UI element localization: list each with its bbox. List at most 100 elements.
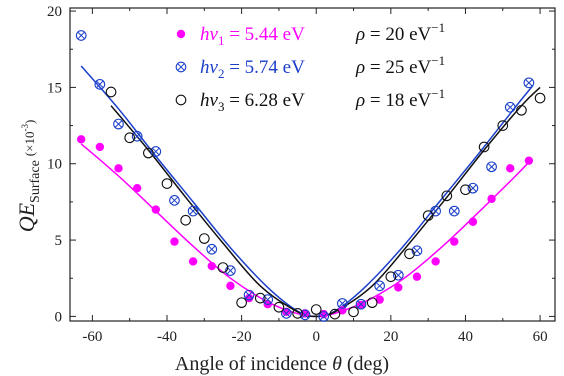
- data-point-series-2: [336, 298, 348, 309]
- data-point-series-2-ring: [486, 161, 497, 173]
- data-point-series-2-ring: [262, 294, 274, 305]
- data-point-series-2-cross-b: [208, 245, 216, 253]
- data-point-series-2-ring: [411, 245, 423, 257]
- legend: hν1 = 5.44 eV ρ = 20 eV−1 hν2 = 5.74 eV ρ =…: [175, 20, 445, 114]
- data-point-series-1: [450, 237, 459, 246]
- data-point-series-1: [151, 205, 161, 214]
- data-point-series-3: [404, 248, 415, 260]
- data-point-series-2-ring: [225, 265, 236, 276]
- data-point-series-2: [411, 245, 423, 257]
- data-point-series-2: [262, 294, 274, 305]
- data-point-series-3: [292, 308, 303, 319]
- data-point-series-2-cross-b: [114, 120, 123, 128]
- data-point-series-2-cross-b: [170, 196, 179, 204]
- data-point-series-3: [422, 210, 434, 221]
- data-point-series-2-ring: [94, 78, 106, 90]
- data-point-series-3: [348, 306, 359, 318]
- legend-rho-series-1: ρ = 20 eV−1: [355, 20, 445, 45]
- data-point-series-2: [523, 77, 535, 89]
- data-point-series-2-ring: [113, 118, 124, 130]
- data-point-series-2: [504, 101, 516, 113]
- data-point-series-3: [478, 141, 490, 153]
- data-point-series-1: [282, 307, 291, 317]
- y-axis-title: QESurface(×10-3): [14, 120, 43, 233]
- data-point-series-2-ring: [374, 280, 386, 292]
- y-tick-label: 15: [47, 80, 62, 96]
- data-point-series-1: [524, 156, 534, 165]
- data-point-series-2-ring: [150, 146, 162, 157]
- data-point-series-2-ring: [392, 269, 404, 281]
- data-point-series-2-cross-b: [133, 132, 141, 140]
- plot-frame: [69, 7, 556, 322]
- data-markers: [75, 30, 546, 322]
- data-point-series-2-cross-b: [506, 103, 514, 111]
- data-point-series-1: [114, 164, 123, 173]
- data-point-series-3: [236, 297, 247, 309]
- y-tick-label: 0: [55, 309, 63, 325]
- data-point-series-3: [105, 86, 117, 98]
- data-point-series-2-ring: [169, 195, 180, 206]
- data-point-series-2-ring: [243, 289, 255, 301]
- data-point-series-1: [132, 183, 142, 193]
- data-point-series-3: [180, 214, 192, 226]
- x-tick-label: -20: [232, 329, 252, 345]
- data-point-series-2-cross-b: [152, 147, 160, 156]
- data-point-series-2: [75, 30, 87, 41]
- data-point-series-3: [329, 308, 341, 320]
- data-point-series-2: [448, 205, 460, 217]
- fit-line-series-2: [80, 65, 534, 318]
- data-point-series-1: [226, 281, 235, 291]
- data-point-series-2-ring: [523, 77, 535, 89]
- x-tick-label: -60: [82, 329, 102, 345]
- data-point-series-2-ring: [281, 308, 292, 319]
- data-point-series-2: [131, 130, 143, 142]
- data-point-series-3: [516, 104, 527, 116]
- data-point-series-1: [431, 257, 440, 266]
- data-point-series-2-cross-b: [338, 299, 346, 307]
- data-point-series-2-cross-b: [394, 271, 402, 279]
- data-point-series-2-cross-b: [357, 300, 365, 308]
- data-point-series-2: [187, 205, 199, 217]
- data-point-series-2-cross-b: [264, 296, 272, 304]
- data-point-series-3: [142, 147, 154, 159]
- x-tick-label: 60: [533, 329, 548, 345]
- data-point-series-2-ring: [206, 243, 218, 255]
- data-point-series-2-ring: [467, 182, 479, 194]
- fit-lines: [80, 65, 541, 318]
- data-point-series-3: [385, 271, 397, 283]
- data-point-series-1: [468, 217, 478, 226]
- data-point-series-2: [486, 161, 497, 173]
- data-point-series-2-cross-b: [77, 31, 85, 40]
- data-point-series-2: [299, 309, 311, 321]
- data-point-series-3: [217, 262, 229, 273]
- data-point-series-3: [124, 132, 136, 144]
- x-tick-label: 20: [383, 329, 398, 345]
- data-point-series-1: [394, 283, 403, 292]
- data-point-series-3: [273, 301, 285, 313]
- data-point-series-3: [497, 120, 509, 131]
- fit-line-series-1: [80, 143, 530, 318]
- data-point-series-2: [355, 298, 367, 310]
- data-point-series-2-ring: [448, 205, 460, 217]
- data-point-series-3: [534, 92, 546, 104]
- data-point-series-2-cross-b: [320, 312, 328, 320]
- data-point-series-2-cross-b: [450, 207, 458, 215]
- data-point-series-2: [150, 146, 162, 157]
- data-point-series-2: [169, 195, 180, 206]
- data-point-series-2-cross-b: [282, 309, 290, 317]
- data-point-series-3: [366, 297, 378, 309]
- data-point-series-1: [95, 142, 105, 152]
- data-point-series-1: [188, 257, 198, 266]
- x-axis-title: Angle of incidence θ (deg): [175, 353, 389, 375]
- y-tick-label: 20: [47, 4, 62, 20]
- x-tick-label: -40: [157, 329, 177, 345]
- data-point-series-1: [487, 194, 496, 204]
- data-point-series-3: [254, 292, 266, 304]
- legend-label-series-1: hν1 = 5.44 eV: [200, 24, 305, 48]
- legend-label-series-3: hν3 = 6.28 eV: [200, 90, 305, 114]
- legend-marker-series-2-ring: [175, 61, 187, 73]
- data-point-series-1: [412, 272, 422, 281]
- data-point-series-3: [441, 190, 453, 202]
- data-point-series-1: [207, 261, 216, 271]
